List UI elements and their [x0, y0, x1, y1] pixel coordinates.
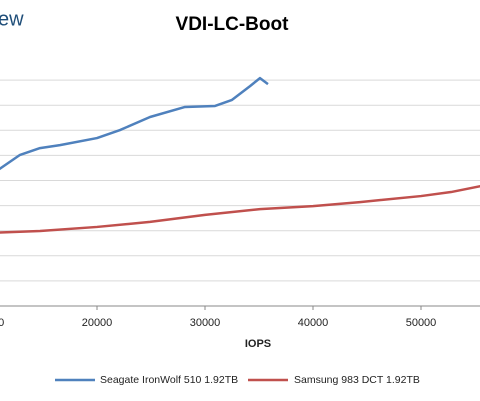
data-line [0, 76, 269, 171]
x-tick-label: 50000 [406, 317, 437, 329]
data-line [0, 184, 480, 234]
legend-label: Seagate IronWolf 510 1.92TB [100, 374, 238, 386]
x-tick-label: 40000 [298, 317, 329, 329]
legend-label: Samsung 983 DCT 1.92TB [294, 374, 420, 386]
x-axis-title: IOPS [245, 338, 271, 350]
chart-title: VDI-LC-Boot [176, 14, 290, 35]
x-tick-label: 10000 [0, 317, 4, 329]
x-tick-label: 30000 [190, 317, 221, 329]
x-tick-label: 20000 [82, 317, 113, 329]
logo: ew [0, 8, 24, 30]
